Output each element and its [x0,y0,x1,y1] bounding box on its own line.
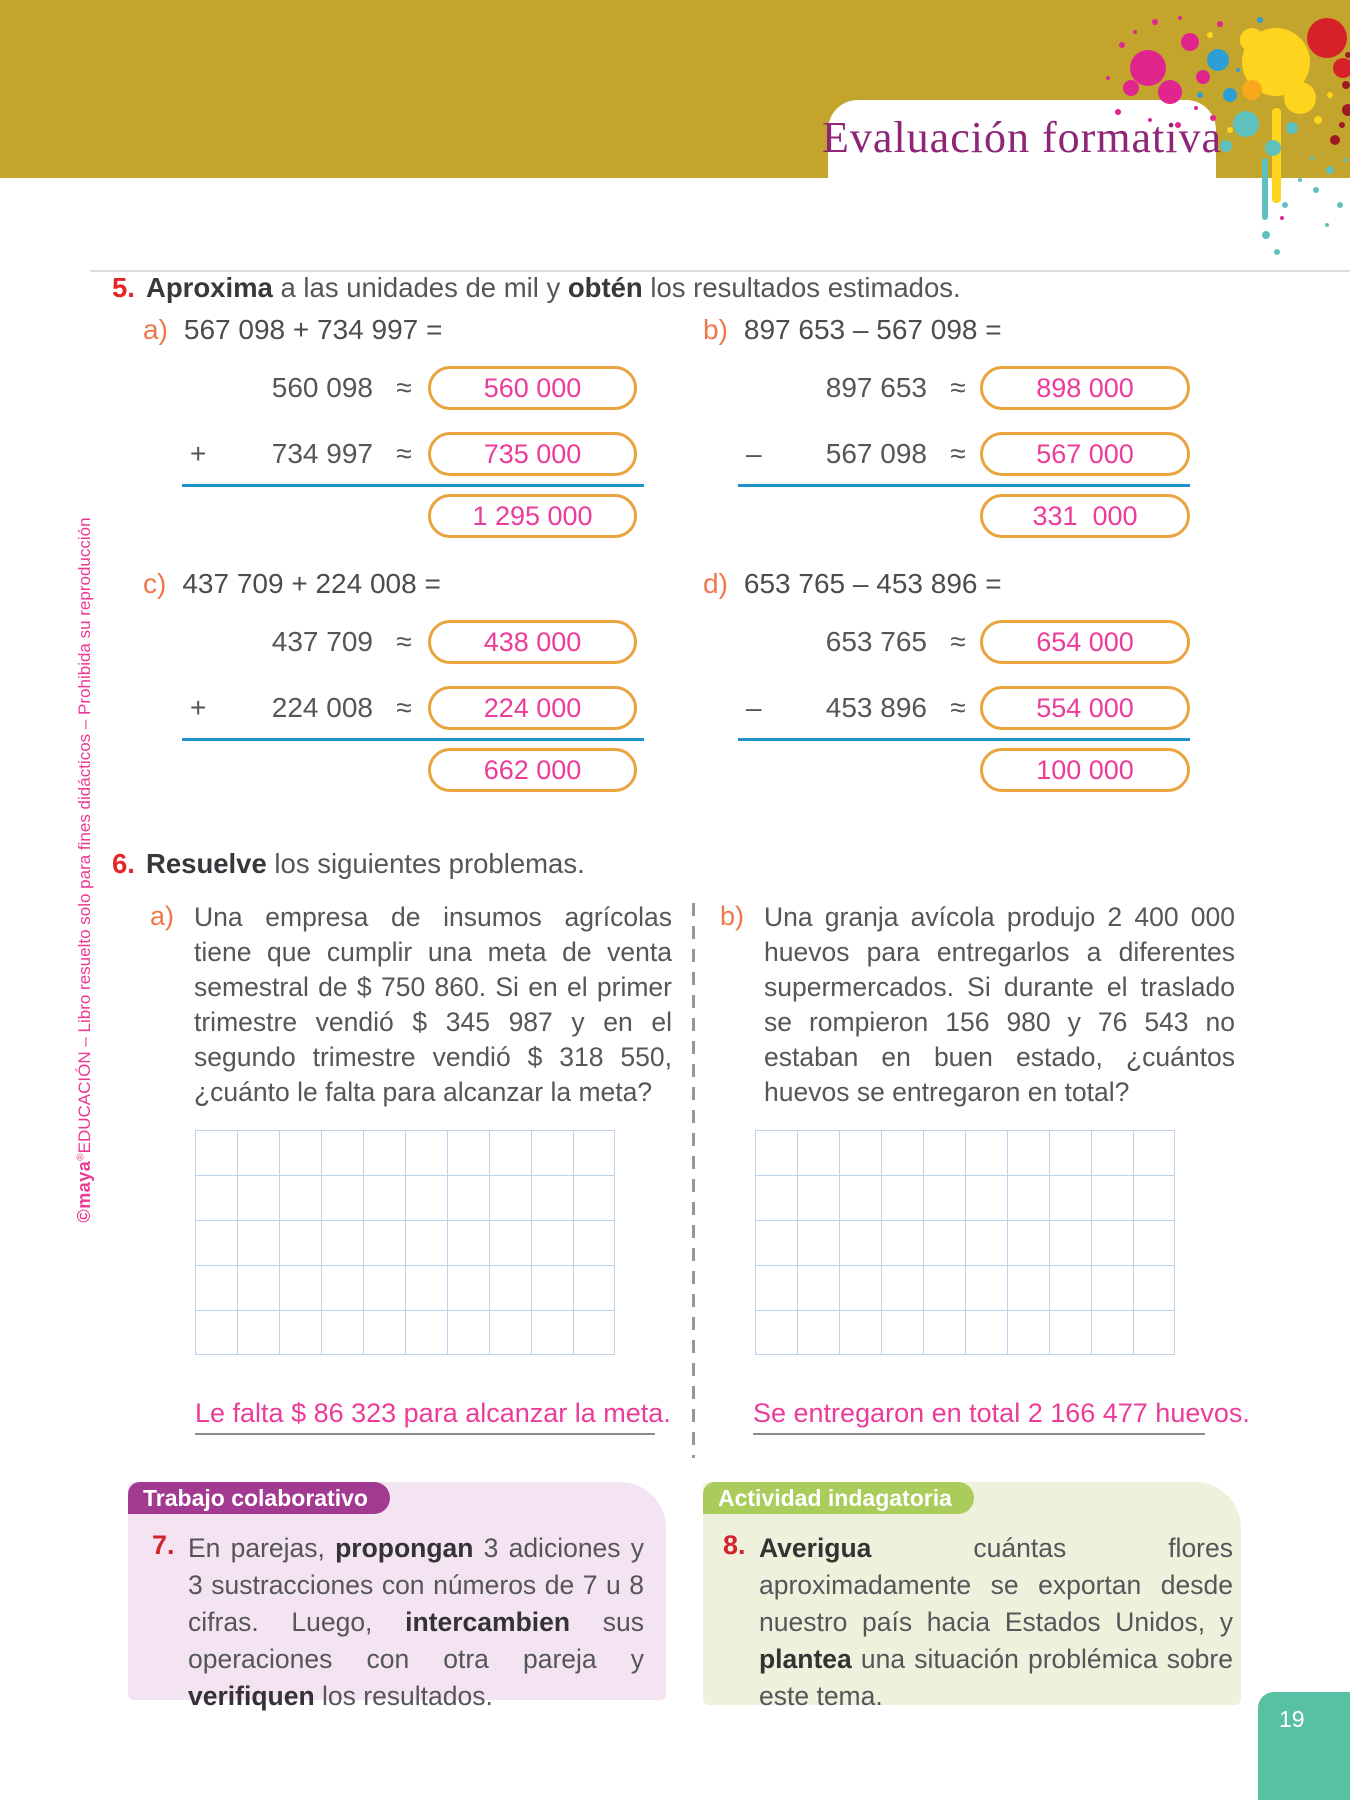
approx-symbol: ≈ [950,626,966,657]
operand-value: 453 896 [825,692,927,723]
problem-b-expression: 897 653 – 567 098 = [743,314,1002,345]
sidebar-brand: ©maya [74,1160,94,1223]
answer-field: 560 000 [428,366,637,410]
work-grid-b [755,1130,1175,1355]
exercise-7-text: En parejas, propongan 3 adiciones y 3 su… [188,1533,644,1711]
approx-symbol: ≈ [396,626,412,657]
problem-a-worked-solution: 560 098 ≈ 560 000 + 734 997 ≈ 735 000 1 … [140,366,645,546]
operand-value: 897 653 [825,372,927,403]
operator-sign: – [746,438,762,469]
operand-value: 567 098 [825,438,927,469]
page-number-tab: 19 [1258,1692,1350,1800]
operator-sign: + [190,692,207,723]
problem-b-label: b) [703,314,728,345]
collaborative-work-tab: Trabajo colaborativo [128,1482,390,1514]
operator-sign: – [746,692,762,723]
sidebar-copyright: ©maya®EDUCACIÓN – Libro resuelto solo pa… [74,420,98,1320]
work-grid-a [195,1130,615,1355]
answer-field: 898 000 [980,366,1190,410]
problem-a-expression: 567 098 + 734 997 = [183,314,443,345]
header-title-card: Evaluación formativa [822,100,1221,235]
result-field: 331 000 [980,494,1190,538]
result-field: 1 295 000 [428,494,637,538]
problem-c-worked-solution: 437 709 ≈ 438 000 + 224 008 ≈ 224 000 66… [140,620,645,800]
exercise-6-heading: 6. Resuelve los siguientes problemas. [112,848,812,880]
operator-sign: + [190,438,207,469]
problem-d-expression: 653 765 – 453 896 = [743,568,1002,599]
inquiry-activity-tab: Actividad indagatoria [703,1482,974,1514]
problem-a-label: a) [143,314,168,345]
approx-symbol: ≈ [396,438,412,469]
exercise-5-heading: 5. Aproxima a las unidades de mil y obté… [112,272,1212,304]
word-problem-b: b) Una granja avícola produjo 2 400 000 … [720,900,1235,1110]
operand-value: 653 765 [825,626,927,657]
answer-field: 654 000 [980,620,1190,664]
answer-line-a: Le falta $ 86 323 para alcanzar la meta. [195,1398,671,1435]
answer-field: 735 000 [428,432,637,476]
answer-field: 224 000 [428,686,637,730]
operand-value: 437 709 [271,626,373,657]
page-number: 19 [1279,1706,1305,1732]
word-problem-a-text: Una empresa de insumos agrícolas tiene q… [194,902,672,1107]
page-title: Evaluación formativa [822,113,1222,162]
paint-splatter-decoration [1106,16,1350,255]
word-problem-a-label: a) [150,901,175,931]
problem-d-label: d) [703,568,728,599]
approx-symbol: ≈ [396,372,412,403]
sidebar-registered-mark: ® [75,1153,87,1161]
collaborative-work-box: Trabajo colaborativo 7. En parejas, prop… [128,1482,666,1711]
sum-rule-line [182,738,644,741]
exercise-5-instruction: Aproxima a las unidades de mil y obtén l… [146,272,961,303]
approx-symbol: ≈ [396,692,412,723]
sum-rule-line [738,484,1190,487]
operand-value: 734 997 [271,438,373,469]
problem-c-label: c) [143,568,167,599]
approx-symbol: ≈ [950,372,966,403]
sidebar-copyright-text: EDUCACIÓN – Libro resuelto solo para fin… [75,517,94,1154]
result-field: 100 000 [980,748,1190,792]
answer-field: 554 000 [980,686,1190,730]
problem-c-expression: 437 709 + 224 008 = [182,568,441,599]
result-field: 662 000 [428,748,637,792]
exercise-7: 7. En parejas, propongan 3 adiciones y 3… [152,1530,644,1715]
word-problem-b-text: Una granja avícola produjo 2 400 000 hue… [764,902,1235,1107]
problem-d-equation: d) 653 765 – 453 896 = [703,568,1002,600]
sum-rule-line [738,738,1190,741]
approx-symbol: ≈ [950,438,966,469]
approx-symbol: ≈ [950,692,966,723]
answer-line-b: Se entregaron en total 2 166 477 huevos. [753,1398,1250,1435]
exercise-8: 8. Averigua cuántas flores aproximadamen… [723,1530,1233,1715]
exercise-6-number: 6. [112,848,135,879]
word-problem-a: a) Una empresa de insumos agrícolas tien… [150,900,672,1110]
column-divider-dashed [692,903,695,1458]
problem-a-equation: a) 567 098 + 734 997 = [143,314,442,346]
exercise-5-number: 5. [112,272,135,303]
answer-field: 438 000 [428,620,637,664]
inquiry-activity-box: Actividad indagatoria 8. Averigua cuánta… [703,1482,1241,1711]
problem-c-equation: c) 437 709 + 224 008 = [143,568,441,600]
exercise-8-text: Averigua cuántas flores aproximadamente … [759,1533,1233,1711]
problem-d-worked-solution: 653 765 ≈ 654 000 – 453 896 ≈ 554 000 10… [703,620,1193,800]
header-separator-rule [90,270,1350,272]
problem-b-equation: b) 897 653 – 567 098 = [703,314,1002,346]
operand-value: 560 098 [271,372,373,403]
exercise-8-number: 8. [723,1530,746,1560]
answer-field: 567 000 [980,432,1190,476]
exercise-7-number: 7. [152,1530,175,1560]
exercise-6-instruction: Resuelve los siguientes problemas. [146,848,585,879]
operand-value: 224 008 [271,692,373,723]
problem-b-worked-solution: 897 653 ≈ 898 000 – 567 098 ≈ 567 000 33… [703,366,1193,546]
word-problem-b-label: b) [720,901,745,931]
sum-rule-line [182,484,644,487]
